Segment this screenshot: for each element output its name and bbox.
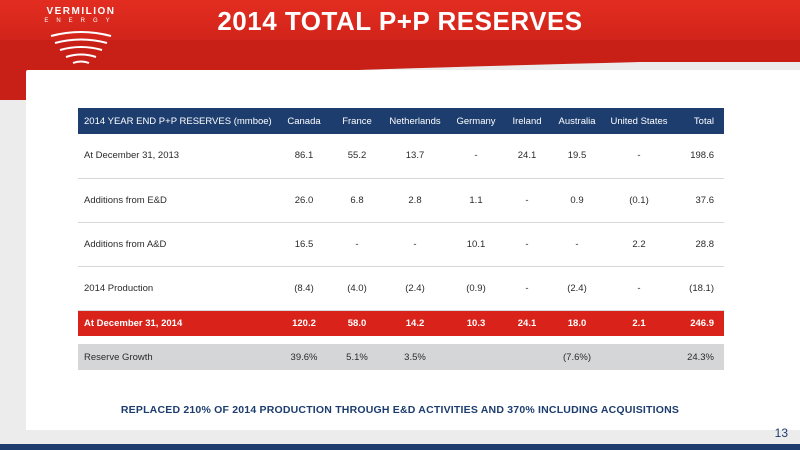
cell: - bbox=[604, 134, 674, 179]
header-united-states: United States bbox=[610, 115, 668, 127]
growth-label: Reserve Growth bbox=[84, 351, 153, 363]
cell: (8.4) bbox=[276, 266, 332, 311]
cell-total: 37.6 bbox=[674, 178, 724, 223]
cell: 16.5 bbox=[276, 222, 332, 267]
cell: - bbox=[448, 134, 504, 179]
cell: 58.0 bbox=[347, 317, 367, 329]
row-spacer bbox=[78, 336, 724, 344]
cell: 26.0 bbox=[276, 178, 332, 223]
table-row: Additions from A&D 16.5 - - 10.1 - - 2.2… bbox=[78, 222, 724, 267]
cell: (4.0) bbox=[332, 266, 382, 311]
header-label: 2014 YEAR END P+P RESERVES (mmboe) bbox=[84, 115, 272, 127]
cell: (0.9) bbox=[448, 266, 504, 311]
header-canada: Canada bbox=[287, 115, 321, 127]
cell: 3.5% bbox=[404, 351, 426, 363]
cell: 39.6% bbox=[290, 351, 318, 363]
cell bbox=[448, 344, 504, 370]
vermilion-logo: VERMILION ENERGY bbox=[16, 6, 146, 80]
cell: - bbox=[382, 222, 448, 267]
cell bbox=[604, 344, 674, 370]
logo-mark-icon bbox=[50, 31, 112, 64]
cell: 13.7 bbox=[382, 134, 448, 179]
cell: 0.9 bbox=[550, 178, 604, 223]
reserves-table: 2014 YEAR END P+P RESERVES (mmboe) Canad… bbox=[78, 108, 724, 370]
header-australia: Australia bbox=[558, 115, 596, 127]
cell: 1.1 bbox=[448, 178, 504, 223]
cell-total: 246.9 bbox=[690, 317, 714, 329]
cell: 18.0 bbox=[567, 317, 587, 329]
bottom-stripe bbox=[0, 444, 800, 450]
cell bbox=[504, 344, 550, 370]
cell: 6.8 bbox=[332, 178, 382, 223]
row-label: At December 31, 2013 bbox=[78, 134, 276, 179]
cell: 120.2 bbox=[292, 317, 316, 329]
cell: 10.3 bbox=[466, 317, 486, 329]
cell: (2.4) bbox=[382, 266, 448, 311]
row-label: Additions from A&D bbox=[78, 222, 276, 267]
cell: - bbox=[504, 178, 550, 223]
cell: - bbox=[550, 222, 604, 267]
cell: - bbox=[332, 222, 382, 267]
header-ireland: Ireland bbox=[512, 115, 542, 127]
row-label: 2014 Production bbox=[78, 266, 276, 311]
row-label: Additions from E&D bbox=[78, 178, 276, 223]
logo-subname: ENERGY bbox=[44, 18, 118, 24]
cell: (7.6%) bbox=[563, 351, 591, 363]
highlight-row: At December 31, 2014 120.2 58.0 14.2 10.… bbox=[78, 310, 724, 336]
header-swoosh bbox=[0, 40, 800, 100]
cell-total: (18.1) bbox=[674, 266, 724, 311]
cell: - bbox=[504, 222, 550, 267]
cell: 2.2 bbox=[604, 222, 674, 267]
cell: 2.8 bbox=[382, 178, 448, 223]
highlight-label: At December 31, 2014 bbox=[84, 317, 183, 329]
cell: 5.1% bbox=[346, 351, 368, 363]
growth-row: Reserve Growth 39.6% 5.1% 3.5% (7.6%) 24… bbox=[78, 344, 724, 370]
cell: 86.1 bbox=[276, 134, 332, 179]
cell: (0.1) bbox=[604, 178, 674, 223]
cell: 14.2 bbox=[405, 317, 425, 329]
table-row: At December 31, 2013 86.1 55.2 13.7 - 24… bbox=[78, 134, 724, 179]
slide-title: 2014 TOTAL P+P RESERVES bbox=[217, 6, 583, 36]
cell: 10.1 bbox=[448, 222, 504, 267]
cell: (2.4) bbox=[550, 266, 604, 311]
footnote: REPLACED 210% OF 2014 PRODUCTION THROUGH… bbox=[120, 404, 680, 416]
cell-total: 198.6 bbox=[674, 134, 724, 179]
table-row: Additions from E&D 26.0 6.8 2.8 1.1 - 0.… bbox=[78, 178, 724, 223]
cell: 2.1 bbox=[632, 317, 646, 329]
cell-total: 24.3% bbox=[687, 351, 714, 363]
cell: 55.2 bbox=[332, 134, 382, 179]
cell-total: 28.8 bbox=[674, 222, 724, 267]
header-france: France bbox=[342, 115, 372, 127]
cell: 19.5 bbox=[550, 134, 604, 179]
header-germany: Germany bbox=[456, 115, 496, 127]
logo-name: VERMILION bbox=[46, 6, 116, 17]
cell: - bbox=[504, 266, 550, 311]
header-netherlands: Netherlands bbox=[389, 115, 441, 127]
cell: 24.1 bbox=[517, 317, 537, 329]
cell: 24.1 bbox=[504, 134, 550, 179]
table-row: 2014 Production (8.4) (4.0) (2.4) (0.9) … bbox=[78, 266, 724, 311]
table-header-row: 2014 YEAR END P+P RESERVES (mmboe) Canad… bbox=[78, 108, 724, 134]
header-total: Total bbox=[693, 115, 714, 127]
cell: - bbox=[604, 266, 674, 311]
page-number: 13 bbox=[774, 426, 788, 440]
